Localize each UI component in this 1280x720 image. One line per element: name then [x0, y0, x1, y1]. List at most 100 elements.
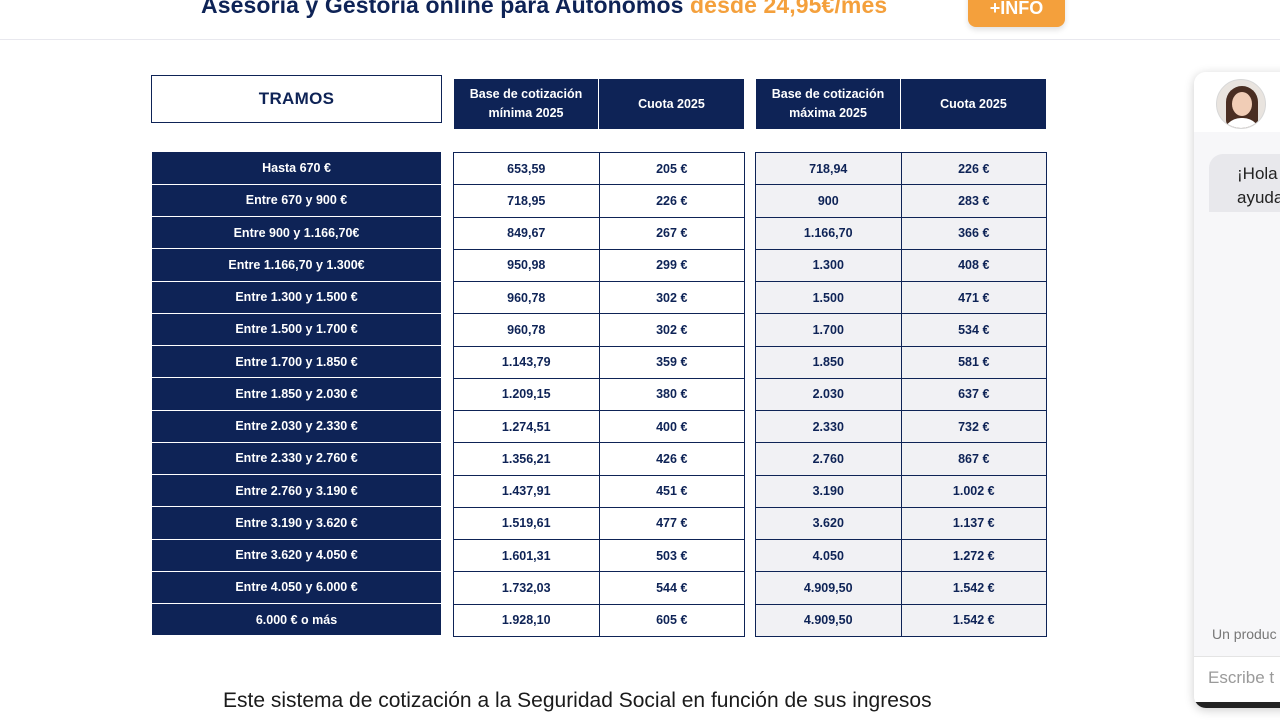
tramo-cell: Entre 1.500 y 1.700 € — [152, 313, 441, 347]
table-row: 1.143,79 359 € — [453, 345, 745, 379]
cuota-max-cell: 867 € — [900, 442, 1047, 476]
table-row: Entre 670 y 900 € — [152, 184, 441, 218]
table-row: 1.700 534 € — [755, 313, 1047, 347]
agent-avatar — [1216, 79, 1266, 129]
table-row: 1.732,03 544 € — [453, 571, 745, 605]
chat-body: ¡Hola ayuda Un produc — [1194, 132, 1280, 662]
greeting-line-2: ayuda — [1237, 188, 1280, 207]
table-row: Entre 2.030 y 2.330 € — [152, 410, 441, 443]
chat-greeting-bubble: ¡Hola ayuda — [1209, 154, 1280, 212]
table-row: 960,78 302 € — [453, 313, 745, 347]
table-row: 3.190 1.002 € — [755, 474, 1047, 508]
chat-header — [1194, 72, 1280, 132]
table-row: 718,95 226 € — [453, 184, 745, 218]
table-row: Entre 1.500 y 1.700 € — [152, 313, 441, 347]
header-base-min: Base de cotización mínima 2025 — [454, 79, 599, 129]
tramo-cell: Entre 2.760 y 3.190 € — [152, 474, 441, 508]
table-row: 653,59 205 € — [453, 151, 745, 186]
min-quota-table: 653,59 205 €718,95 226 €849,67 267 €950,98 2… — [453, 151, 745, 637]
base-min-cell: 960,78 — [453, 313, 600, 347]
table-row: Entre 4.050 y 6.000 € — [152, 571, 441, 605]
base-max-cell: 2.760 — [755, 442, 902, 476]
cuota-min-cell: 544 € — [598, 571, 745, 605]
base-min-cell: 1.274,51 — [453, 409, 600, 444]
greeting-line-1: ¡Hola — [1237, 164, 1278, 183]
table-row: 1.300 408 € — [755, 248, 1047, 283]
table-row: Entre 3.190 y 3.620 € — [152, 506, 441, 540]
banner-text-main: Asesoría y Gestoría online para Autónomo… — [201, 0, 684, 18]
table-row: 4.909,50 1.542 € — [755, 603, 1047, 637]
base-max-cell: 3.620 — [755, 506, 902, 541]
cuota-max-cell: 408 € — [900, 248, 1047, 283]
table-row: 1.601,31 503 € — [453, 538, 745, 573]
table-row: 900 283 € — [755, 184, 1047, 218]
tramo-cell: Entre 4.050 y 6.000 € — [152, 571, 441, 605]
tramos-table: Hasta 670 € Entre 670 y 900 € Entre 900 y … — [152, 152, 441, 637]
base-max-cell: 1.850 — [755, 345, 902, 379]
cuota-max-cell: 283 € — [900, 184, 1047, 218]
cuota-min-cell: 205 € — [598, 151, 745, 186]
cuota-min-cell: 451 € — [598, 474, 745, 508]
info-button[interactable]: +INFO — [968, 0, 1065, 27]
chat-input[interactable]: Escribe t — [1194, 656, 1280, 702]
tramo-cell: 6.000 € o más — [152, 603, 441, 637]
table-row: 1.928,10 605 € — [453, 603, 745, 637]
cuota-max-cell: 732 € — [900, 409, 1047, 444]
table-row: Entre 2.330 y 2.760 € — [152, 442, 441, 476]
cuota-max-cell: 637 € — [900, 377, 1047, 412]
table-row: Entre 2.760 y 3.190 € — [152, 474, 441, 508]
cuota-max-cell: 226 € — [900, 151, 1047, 186]
cuota-max-cell: 1.542 € — [900, 603, 1047, 637]
table-row: 2.030 637 € — [755, 377, 1047, 412]
cuota-min-cell: 400 € — [598, 409, 745, 444]
base-max-cell: 1.300 — [755, 248, 902, 283]
table-row: 2.330 732 € — [755, 409, 1047, 444]
table-row: 6.000 € o más — [152, 603, 441, 637]
chat-bottom-bar — [1194, 702, 1280, 708]
table-row: 2.760 867 € — [755, 442, 1047, 476]
cuota-min-cell: 477 € — [598, 506, 745, 541]
top-banner: Asesoría y Gestoría online para Autónomo… — [0, 0, 1280, 40]
base-max-cell: 900 — [755, 184, 902, 218]
base-min-cell: 1.356,21 — [453, 442, 600, 476]
cuota-min-cell: 302 € — [598, 280, 745, 315]
tramo-cell: Entre 3.190 y 3.620 € — [152, 506, 441, 540]
table-row: 3.620 1.137 € — [755, 506, 1047, 541]
tramo-cell: Entre 2.030 y 2.330 € — [152, 410, 441, 443]
table-row: 718,94 226 € — [755, 151, 1047, 186]
base-min-cell: 960,78 — [453, 280, 600, 315]
intro-paragraph: Este sistema de cotización a la Segurida… — [223, 689, 932, 712]
base-max-cell: 4.909,50 — [755, 571, 902, 605]
table-row: 1.500 471 € — [755, 280, 1047, 315]
table-row: 950,98 299 € — [453, 248, 745, 283]
cuota-max-cell: 366 € — [900, 216, 1047, 250]
cuota-max-cell: 1.542 € — [900, 571, 1047, 605]
max-column-headers: Base de cotización máxima 2025 Cuota 202… — [756, 79, 1046, 129]
tramo-cell: Entre 1.300 y 1.500 € — [152, 281, 441, 314]
banner-headline: Asesoría y Gestoría online para Autónomo… — [201, 0, 887, 19]
header-cuota-max: Cuota 2025 — [901, 79, 1046, 129]
min-column-headers: Base de cotización mínima 2025 Cuota 202… — [454, 79, 744, 129]
cuota-min-cell: 359 € — [598, 345, 745, 379]
chat-footer-note: Un produc — [1212, 626, 1277, 642]
base-min-cell: 653,59 — [453, 151, 600, 186]
cuota-min-cell: 299 € — [598, 248, 745, 283]
cuota-max-cell: 581 € — [900, 345, 1047, 379]
cuota-max-cell: 471 € — [900, 280, 1047, 315]
base-min-cell: 950,98 — [453, 248, 600, 283]
tramos-header: TRAMOS — [151, 75, 442, 123]
max-quota-table: 718,94 226 €900 283 €1.166,70 366 €1.300 408… — [755, 151, 1047, 637]
base-min-cell: 718,95 — [453, 184, 600, 218]
banner-price: desde 24,95€/mes — [690, 0, 888, 18]
header-cuota-min: Cuota 2025 — [599, 79, 744, 129]
chat-widget[interactable]: ¡Hola ayuda Un produc Escribe t — [1194, 72, 1280, 708]
table-row: Entre 3.620 y 4.050 € — [152, 539, 441, 572]
base-min-cell: 1.601,31 — [453, 538, 600, 573]
base-max-cell: 4.050 — [755, 538, 902, 573]
chat-input-placeholder: Escribe t — [1208, 668, 1275, 687]
cuota-max-cell: 1.137 € — [900, 506, 1047, 541]
table-row: Hasta 670 € — [152, 152, 441, 185]
table-row: Entre 1.850 y 2.030 € — [152, 377, 441, 411]
table-row: 849,67 267 € — [453, 216, 745, 250]
base-min-cell: 1.209,15 — [453, 377, 600, 412]
